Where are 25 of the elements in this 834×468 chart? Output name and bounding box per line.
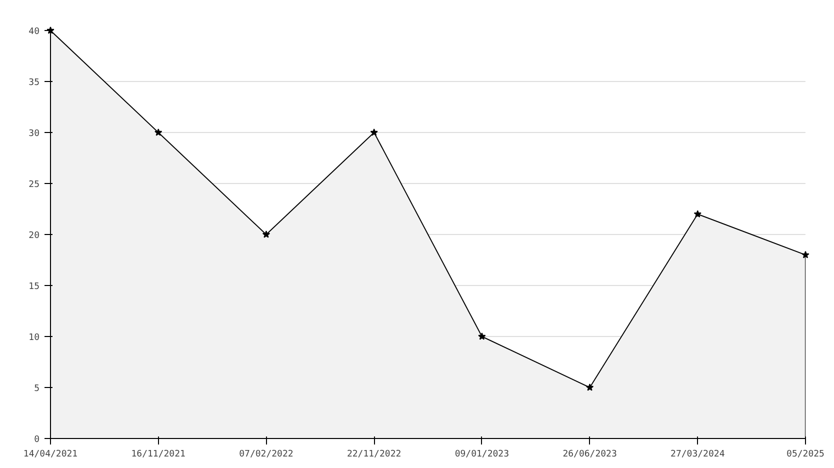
x-tick-label: 22/11/2022 [346,450,402,460]
x-tick-label: 09/01/2023 [454,450,510,460]
x-tick-label: 16/11/2021 [131,450,186,460]
x-tick-label: 26/06/2023 [562,450,617,460]
y-tick-label: 10 [28,333,40,343]
point [370,128,378,136]
x-tick-label: 14/04/2021 [23,450,78,460]
x-tick-label: 05/2025 [786,450,824,460]
y-tick-label: 25 [28,180,40,190]
y-tick-label: 0 [34,435,40,445]
x-tick-label: 27/03/2024 [670,450,725,460]
point [802,250,810,258]
point [46,26,54,34]
point [586,384,594,391]
y-tick-label: 20 [28,231,40,241]
point [478,332,486,340]
y-tick-label: 35 [28,78,40,88]
x-tick-label: 07/02/2022 [239,450,294,460]
point [154,128,162,136]
y-tick-label: 15 [28,282,40,292]
y-tick-label: 40 [28,27,40,37]
point [694,210,702,218]
y-tick-label: 5 [34,384,40,394]
y-tick-label: 30 [28,129,40,139]
point [262,230,270,238]
